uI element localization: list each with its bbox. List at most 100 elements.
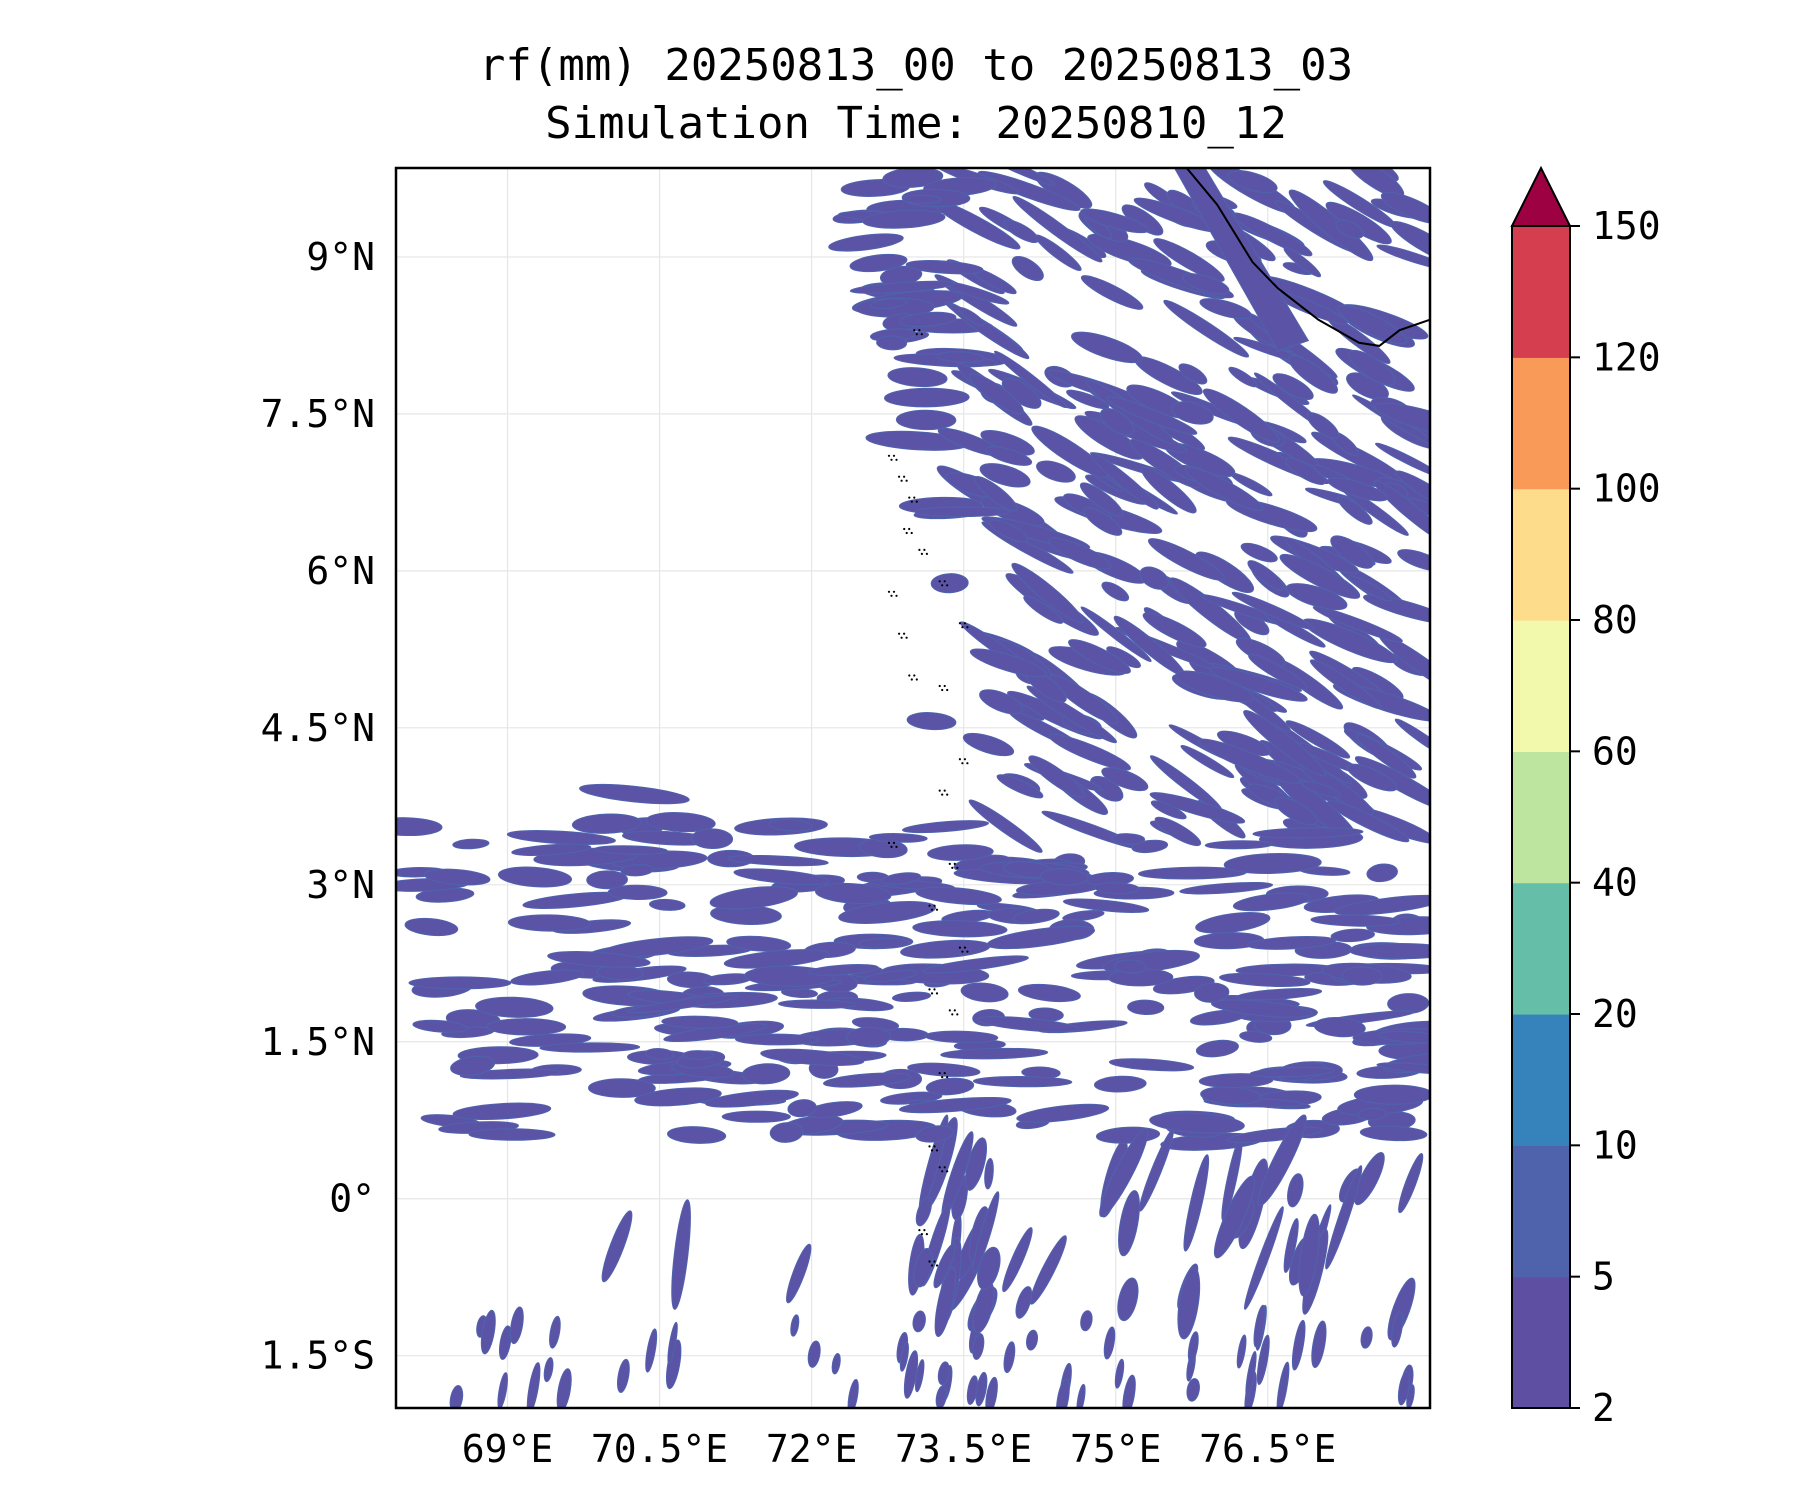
rain-cell [887,367,948,388]
colorbar-segment [1512,1014,1570,1146]
rain-cell [902,194,942,204]
island-dot [895,594,898,597]
island-dot [918,329,921,332]
rain-cell [1219,972,1311,987]
rain-cell [450,1055,496,1076]
rain-cell [1348,349,1396,386]
island-dot [943,789,946,792]
rain-cell [847,1378,859,1408]
rain-cell [1243,709,1326,777]
island-dot [963,622,967,625]
rain-cell [506,830,616,845]
island-dot [933,904,936,907]
island-dot [918,548,921,552]
rain-cell [1101,767,1149,792]
rain-cell [1099,408,1135,436]
island-dot [958,946,962,949]
rain-cell [1186,1378,1200,1402]
rain-cell [645,812,716,833]
rain-cell [1276,1361,1290,1408]
rain-cell [1083,507,1123,536]
island-dot [910,531,913,535]
island-dot [930,1149,934,1152]
rain-cell [915,886,1002,906]
rain-cell [1080,1310,1093,1332]
rain-cell [1240,542,1278,563]
rain-cell [985,1376,998,1408]
rain-cell [1179,881,1274,895]
rain-cell [1094,882,1140,894]
rain-cell [1335,219,1364,239]
rain-cell [1003,1341,1016,1374]
rain-cell [1228,366,1258,388]
rain-cell [1142,612,1207,648]
latitude-tick-label: 0° [329,1177,375,1221]
rain-cell [1071,331,1143,364]
rain-cell [1253,1304,1266,1348]
rain-cell [876,335,908,351]
island-dot [946,793,949,796]
colorbar-segment [1512,1276,1570,1409]
rain-cell [1195,1039,1239,1058]
island-dot [905,636,908,639]
rain-cell [974,476,1018,512]
colorbar: 2 5 10 20 40 60 80 100 120 150 [1510,165,1661,1430]
rain-cell [1356,733,1417,779]
rain-cell [899,1341,909,1372]
island-dot [900,636,903,639]
rain-cell [1182,273,1230,295]
rain-cell [1390,221,1430,267]
rain-cell [1283,247,1322,278]
rain-cell [1028,755,1085,798]
rain-cell [634,1087,722,1107]
island-dot [890,458,893,461]
rain-cell [1184,466,1264,511]
rain-cell [727,855,829,867]
island-dot [938,580,941,583]
rain-cell [968,799,1043,853]
rain-cell [556,1368,572,1408]
rain-cell [1211,999,1313,1018]
rain-cell [1375,442,1430,478]
rain-cell [1373,480,1430,546]
rain-cell [1117,1277,1139,1322]
rain-cell [979,689,1023,715]
map-title-line-1: rf(mm) 20250813_00 to 20250813_03 [478,40,1354,91]
rain-cell [1163,299,1250,358]
island-dot [892,841,896,845]
island-dot [941,584,944,587]
rain-cell [1283,1218,1299,1273]
longitude-tick-label: 69°E [462,1427,554,1471]
rain-cell [863,970,918,983]
rain-cell [1394,718,1430,761]
rain-cell [480,1309,496,1355]
rain-cell [1111,833,1146,845]
rain-cell [1285,457,1326,485]
rain-cell [1025,1329,1039,1351]
rain-cell [1012,195,1103,263]
island-dot [938,1166,941,1169]
rain-cell [1178,363,1208,385]
rain-cell [1204,840,1273,850]
rain-cell [996,774,1044,799]
rain-cell [1285,583,1348,611]
rain-cell [645,1328,658,1373]
rain-cell [1312,605,1403,643]
island-dot [910,500,913,503]
island-dot [913,674,916,677]
rain-cell [1149,1112,1245,1134]
rain-cell [807,964,879,976]
rain-cell [1223,853,1322,874]
island-dot [900,479,903,482]
longitude-tick-label: 73.5°E [895,1427,1032,1471]
island-dot [948,862,951,866]
rain-cell [1359,1125,1428,1142]
rain-cell [690,828,734,850]
colorbar-frame [1511,225,1571,1409]
rain-cell [588,1078,656,1098]
rain-cell [468,1128,556,1141]
rain-cell [507,914,591,932]
rain-cell [1114,1358,1125,1389]
island-dot [898,632,901,635]
